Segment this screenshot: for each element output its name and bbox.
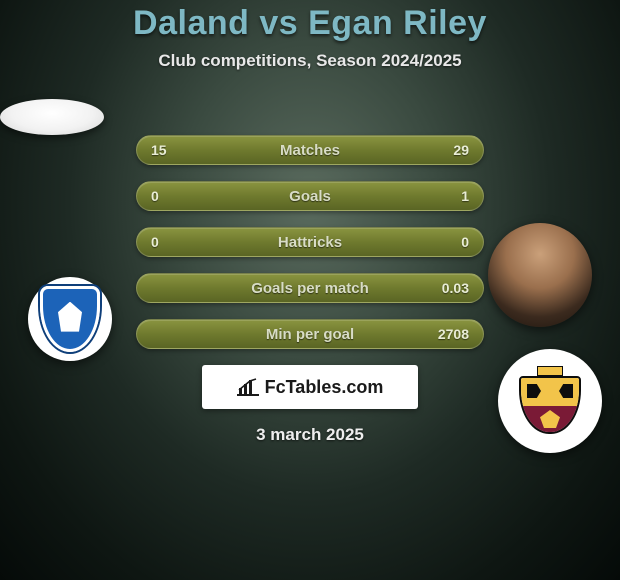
- stat-row-min-per-goal: Min per goal 2708: [136, 319, 484, 349]
- stat-label: Min per goal: [266, 326, 354, 343]
- stat-right-value: 1: [429, 188, 469, 204]
- cardiff-city-crest-icon: [40, 286, 100, 352]
- player-left-avatar: [0, 99, 104, 135]
- stat-row-goals-per-match: Goals per match 0.03: [136, 273, 484, 303]
- stat-left-value: 15: [151, 142, 191, 158]
- stat-label: Hattricks: [278, 234, 342, 251]
- stat-label: Goals: [289, 188, 331, 205]
- club-left-badge: [28, 277, 112, 361]
- stat-row-matches: 15 Matches 29: [136, 135, 484, 165]
- bar-chart-icon: [237, 378, 259, 396]
- stat-row-goals: 0 Goals 1: [136, 181, 484, 211]
- stat-label: Goals per match: [251, 280, 369, 297]
- stat-right-value: 0: [429, 234, 469, 250]
- brand-text: FcTables.com: [265, 377, 384, 398]
- burnley-crest-icon: [519, 366, 581, 436]
- brand-badge[interactable]: FcTables.com: [202, 365, 418, 409]
- stat-right-value: 29: [429, 142, 469, 158]
- stat-left-value: 0: [151, 188, 191, 204]
- stat-right-value: 2708: [429, 326, 469, 342]
- player-right-avatar: [488, 223, 592, 327]
- page-title: Daland vs Egan Riley: [0, 4, 620, 43]
- comparison-card: Daland vs Egan Riley Club competitions, …: [0, 0, 620, 445]
- stat-right-value: 0.03: [429, 280, 469, 296]
- stat-row-hattricks: 0 Hattricks 0: [136, 227, 484, 257]
- club-right-badge: [498, 349, 602, 453]
- stat-label: Matches: [280, 142, 340, 159]
- subtitle: Club competitions, Season 2024/2025: [0, 51, 620, 71]
- stats-area: 15 Matches 29 0 Goals 1 0 Hattricks 0 Go…: [0, 99, 620, 445]
- stat-rows: 15 Matches 29 0 Goals 1 0 Hattricks 0 Go…: [136, 135, 484, 349]
- stat-left-value: 0: [151, 234, 191, 250]
